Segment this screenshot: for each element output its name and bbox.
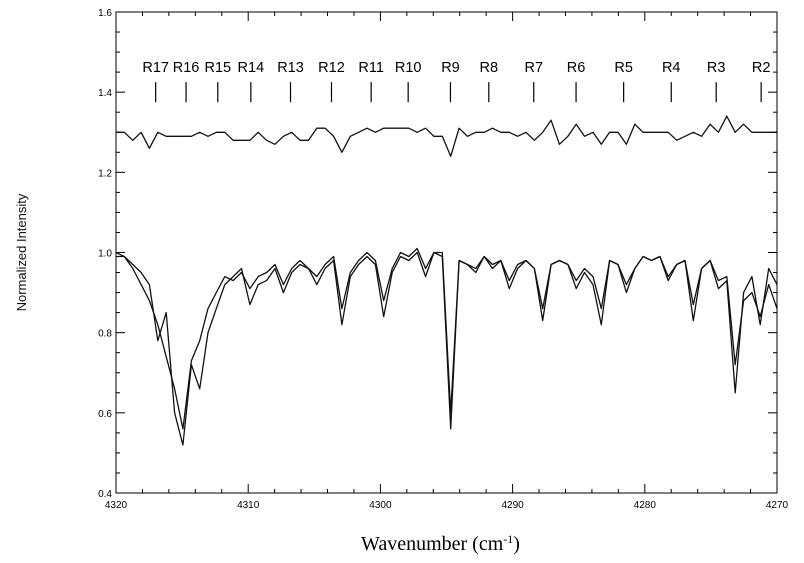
line-marker-label: R5	[614, 60, 633, 76]
line-marker-label: R12	[318, 60, 345, 76]
line-marker-label: R15	[204, 60, 231, 76]
line-marker-label: R4	[662, 60, 681, 76]
y-tick-label: 0.6	[98, 409, 112, 420]
line-marker-label: R7	[524, 60, 543, 76]
line-marker-label: R9	[441, 60, 460, 76]
series-line-3	[116, 247, 778, 430]
x-tick-label: 4310	[237, 500, 260, 511]
line-marker-group: R17 R16 R15 R14 R13 R12 R11 R10 R9 R8 R7 R6 R5 R4 R3 R2	[142, 60, 771, 103]
series-line-2	[115, 251, 778, 446]
x-axis-label: Wavenumber (cm-1)	[361, 532, 520, 555]
x-tick-label: 4270	[766, 500, 789, 511]
y-tick-label: 1.0	[98, 249, 112, 260]
x-tick-label: 4280	[634, 500, 657, 511]
y-tick-label: 0.4	[98, 489, 112, 500]
line-marker-label: R11	[358, 60, 384, 76]
line-marker-label: R2	[752, 60, 771, 76]
x-axis-label-close: )	[513, 533, 520, 555]
line-marker-label: R17	[142, 60, 169, 76]
plot-border	[115, 11, 778, 494]
y-tick-label: 1.6	[98, 8, 112, 19]
line-marker-label: R3	[707, 60, 726, 76]
x-axis-label-text: Wavenumber (cm	[361, 533, 504, 555]
x-tick-label: 4290	[501, 500, 524, 511]
y-tick-label: 0.8	[98, 329, 112, 340]
line-marker-label: R13	[277, 60, 304, 76]
y-tick-label: 1.2	[98, 168, 112, 179]
y-tick-label: 1.4	[98, 88, 112, 99]
x-tick-label: 4300	[369, 500, 392, 511]
y-axis-label: Normalized Intensity	[14, 193, 29, 311]
line-marker-label: R16	[173, 60, 200, 76]
plot-frame	[115, 11, 778, 494]
line-marker-label: R10	[395, 60, 422, 76]
series-group	[115, 115, 778, 446]
series-line-1	[116, 115, 777, 157]
x-tick-label: 4320	[105, 500, 128, 511]
line-marker-label: R8	[480, 60, 499, 76]
x-axis-label-superscript: -1	[503, 532, 513, 546]
line-marker-label: R6	[567, 60, 586, 76]
line-marker-label: R14	[238, 60, 265, 76]
axis-ticks: 4320 4310 4300 4290 4280 4270 0.4 0.6 0.8 1.0 1.2 1…	[98, 8, 788, 511]
